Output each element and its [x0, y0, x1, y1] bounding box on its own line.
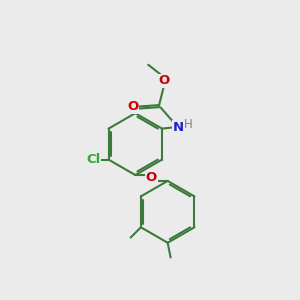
- Text: Cl: Cl: [86, 153, 100, 166]
- Text: O: O: [146, 172, 157, 184]
- Text: O: O: [159, 74, 170, 88]
- Text: H: H: [184, 118, 193, 131]
- Text: N: N: [173, 121, 184, 134]
- Text: O: O: [127, 100, 138, 113]
